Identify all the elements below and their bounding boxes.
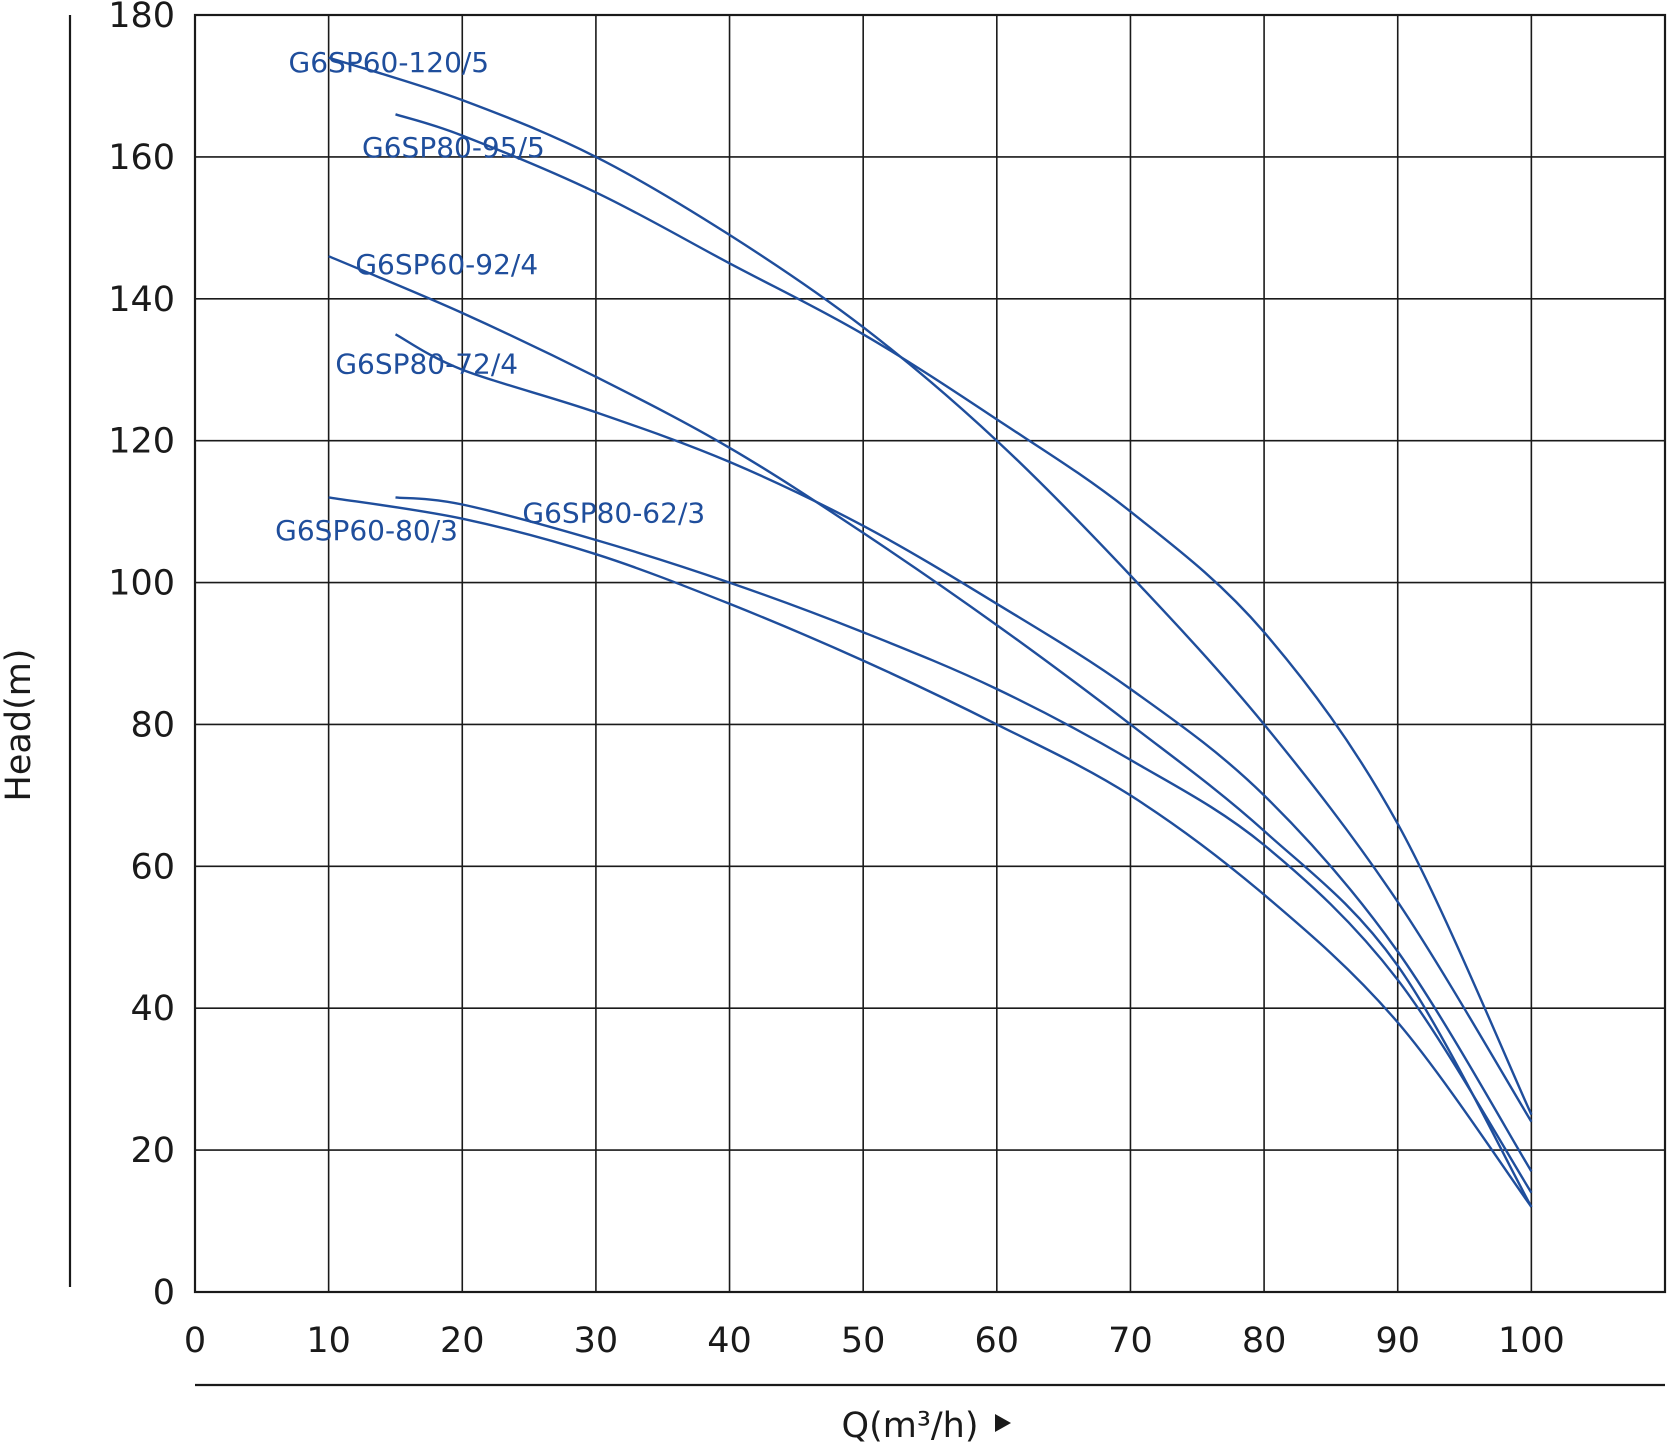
series-line-0 xyxy=(328,56,1533,1123)
series-label-1: G6SP80-95/5 xyxy=(362,131,545,164)
y-axis-title: Head(m) xyxy=(0,649,39,802)
curves xyxy=(328,56,1533,1208)
x-tick-label: 90 xyxy=(1375,1321,1420,1361)
x-axis-title: Q(m³/h) xyxy=(842,1406,979,1443)
y-tick-label: 100 xyxy=(108,564,175,604)
series-label-5: G6SP80-62/3 xyxy=(522,496,705,529)
series-label-4: G6SP60-80/3 xyxy=(275,514,458,547)
x-tick-label: 30 xyxy=(574,1321,619,1361)
x-tick-label: 40 xyxy=(707,1321,752,1361)
plot-frame xyxy=(193,13,1667,1294)
y-tick-label: 60 xyxy=(130,847,175,887)
series-label-0: G6SP60-120/5 xyxy=(289,46,490,79)
y-tick-label: 20 xyxy=(130,1131,175,1171)
series-labels: G6SP60-120/5 G6SP80-95/5 G6SP60-92/4 G6SP80… xyxy=(275,46,705,547)
y-tick-label: 180 xyxy=(108,0,175,36)
y-tick-label: 160 xyxy=(108,138,175,178)
y-tick-labels: 0 20 40 60 80 100 120 140 160 180 xyxy=(108,0,175,1313)
x-tick-label: 70 xyxy=(1108,1321,1153,1361)
x-axis-arrow-icon xyxy=(995,1414,1011,1432)
x-tick-label: 50 xyxy=(841,1321,886,1361)
series-label-2: G6SP60-92/4 xyxy=(355,248,538,281)
series-line-5 xyxy=(395,496,1533,1194)
y-tick-label: 0 xyxy=(153,1273,175,1313)
x-tick-label: 60 xyxy=(975,1321,1020,1361)
series-line-2 xyxy=(328,255,1533,1208)
grid xyxy=(195,15,1665,1292)
x-tick-labels: 0 10 20 30 40 50 60 70 80 90 100 xyxy=(184,1321,1565,1361)
y-tick-label: 80 xyxy=(130,705,175,745)
x-tick-label: 0 xyxy=(184,1321,206,1361)
x-tick-label: 80 xyxy=(1242,1321,1287,1361)
x-tick-label: 20 xyxy=(440,1321,485,1361)
y-tick-label: 120 xyxy=(108,422,175,462)
x-tick-label: 100 xyxy=(1498,1321,1565,1361)
series-line-1 xyxy=(395,113,1533,1116)
series-line-3 xyxy=(394,333,1533,1173)
series-label-3: G6SP80-72/4 xyxy=(335,347,518,380)
y-tick-label: 140 xyxy=(108,280,175,320)
series-line-4 xyxy=(328,496,1533,1208)
x-tick-label: 10 xyxy=(306,1321,351,1361)
y-tick-label: 40 xyxy=(130,989,175,1029)
